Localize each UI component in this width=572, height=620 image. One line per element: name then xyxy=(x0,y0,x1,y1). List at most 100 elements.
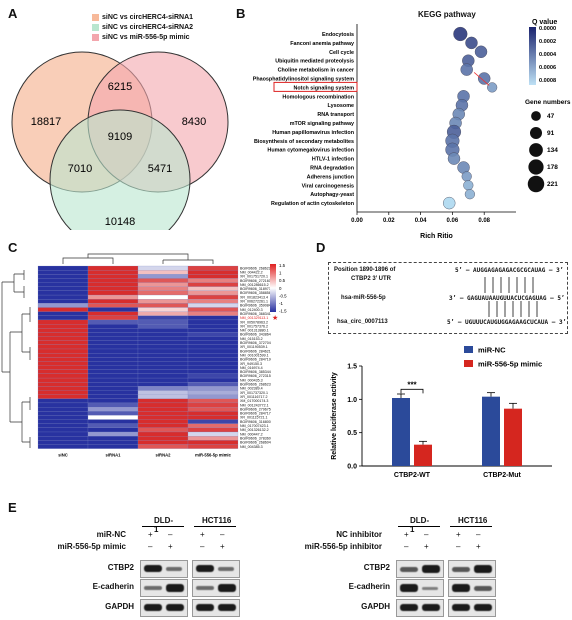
blot-strip xyxy=(396,579,444,597)
heatmap-cell xyxy=(87,419,139,424)
heatmap-cell xyxy=(87,394,139,399)
heatmap-cell xyxy=(187,386,239,391)
kegg-pathway-label: Viral carcinogenesis xyxy=(302,183,354,189)
heatmap-cell xyxy=(37,311,89,316)
heatmap-cell xyxy=(37,357,89,362)
kegg-gene-legend-label: 134 xyxy=(547,147,558,154)
wb-right-protein-2: E-cadherin xyxy=(348,582,390,591)
venn-count-b: 8430 xyxy=(182,116,206,128)
heatmap-cell xyxy=(87,407,139,412)
heatmap-scale-label: -1 xyxy=(279,301,283,306)
heatmap-cell xyxy=(87,411,139,416)
kegg-q-tick: 0.0004 xyxy=(539,52,557,58)
seq-pairing-lines xyxy=(484,277,538,317)
heatmap-cell xyxy=(187,398,239,404)
heatmap-cell xyxy=(187,294,239,300)
kegg-pathway-label: Autophagy-yeast xyxy=(310,192,354,198)
heatmap-cell xyxy=(187,373,239,379)
heatmap-cell xyxy=(87,319,139,325)
heatmap-cell xyxy=(37,382,89,387)
heatmap-cell xyxy=(87,332,139,337)
bar xyxy=(504,408,522,466)
heatmap-gene-label: BGIR9606_272315 xyxy=(240,374,271,378)
wb-right-row-2: miR-556-5p inhibitor xyxy=(304,542,382,551)
heatmap-col-label: siRNA2 xyxy=(156,453,172,458)
heatmap-cell xyxy=(137,294,189,300)
wb-right-row-1: NC inhibitor xyxy=(336,530,382,539)
heatmap-cell xyxy=(37,282,89,287)
heatmap-cell xyxy=(187,436,239,441)
kegg-pathway-label: RNA transport xyxy=(317,112,354,118)
venn-count-bc: 5471 xyxy=(148,163,172,175)
luciferase-chart: 0.0 0.5 1.0 1.5 Relative luciferase activity… xyxy=(331,346,552,479)
kegg-title: KEGG pathway xyxy=(418,10,476,19)
sign: + xyxy=(424,542,429,551)
heatmap-gene-label: BGIR9606_343864 xyxy=(240,333,271,337)
heatmap-gene-label: NM_001243772.1 xyxy=(240,403,269,407)
heatmap-cell xyxy=(187,353,239,358)
heatmap-cell xyxy=(87,323,139,329)
heatmap-cell xyxy=(87,398,139,404)
heatmap-cell xyxy=(137,444,189,449)
heatmap-cell xyxy=(187,361,239,366)
bar-category-label: CTBP2-WT xyxy=(394,472,431,479)
heatmap-gene-label: XR_006272261.1 xyxy=(240,300,268,304)
heatmap-cell xyxy=(37,411,89,416)
kegg-q-tick: 0.0008 xyxy=(539,78,556,84)
heatmap-gene-label: NM_004422.2 xyxy=(240,270,263,274)
heatmap-cell xyxy=(187,336,239,341)
heatmap-cell xyxy=(187,382,239,387)
seq-box: Position 1890-1896 of 5’ – AUGGAGAGAGACG… xyxy=(328,262,568,334)
venn-legend-item: siNC vs circHERC4-siRNA1 xyxy=(92,12,193,22)
bar xyxy=(392,398,410,466)
kegg-point xyxy=(463,180,474,191)
heatmap-cell xyxy=(37,290,89,296)
heatmap-cell xyxy=(87,274,139,279)
heatmap-cell xyxy=(187,431,239,437)
wb-left-protein-2: E-cadherin xyxy=(92,582,134,591)
heatmap-gene-label: XR_949150.3 xyxy=(240,362,262,366)
blot-strip xyxy=(448,599,496,617)
heatmap-cell xyxy=(87,328,139,333)
blot-strip xyxy=(192,579,240,597)
kegg-pathway-label: Notch signaling system xyxy=(293,85,354,91)
kegg-point xyxy=(447,152,461,165)
blot-strip xyxy=(448,579,496,597)
heatmap-scale-label: 1 xyxy=(279,271,282,276)
kegg-gene-legend-label: 91 xyxy=(547,130,555,137)
heatmap-cell xyxy=(187,290,239,296)
seq-label-3: hsa-miR-556-5p xyxy=(341,295,386,301)
bar-category-label: CTBP2-Mut xyxy=(483,472,521,479)
heatmap-colorbar xyxy=(270,264,276,312)
heatmap-gene-label: BGIR9606_284621 xyxy=(240,349,271,353)
venn-legend: siNC vs circHERC4-siRNA1 siNC vs circHER… xyxy=(92,12,193,42)
heatmap-gene-label: BGIR9606_378360 xyxy=(240,436,271,440)
heatmap-cell xyxy=(187,328,239,333)
heatmap-cell xyxy=(37,398,89,404)
heatmap-cell xyxy=(87,361,139,366)
heatmap-cell xyxy=(87,365,139,370)
legend-label: siNC vs circHERC4-siRNA2 xyxy=(102,23,194,31)
heatmap-cell xyxy=(137,311,189,316)
legend-label: siNC vs circHERC4-siRNA1 xyxy=(102,13,194,21)
heatmap-cell xyxy=(37,307,89,312)
heatmap-cell xyxy=(137,323,189,329)
heatmap-cell xyxy=(87,348,139,354)
heatmap-cell xyxy=(187,311,239,316)
heatmap-cell xyxy=(137,415,189,420)
heatmap-gene-label: BGIR9606_272160 xyxy=(240,279,271,283)
heatmap-cell xyxy=(37,427,89,433)
heatmap-gene-label: NM_012400.3 xyxy=(240,308,263,312)
heatmap-cell xyxy=(87,423,139,428)
heatmap-gene-label: XR_001757376.2 xyxy=(240,324,268,328)
heatmap-cell xyxy=(187,270,239,275)
heatmap-cell xyxy=(37,394,89,399)
heatmap-cell xyxy=(87,336,139,341)
heatmap-cell xyxy=(37,386,89,391)
heatmap-gene-label: BGIR9606_284717 xyxy=(240,412,271,416)
heatmap-cell xyxy=(37,402,89,408)
heatmap-cell xyxy=(87,265,139,271)
heatmap-gene-label: BGIR9606_368341 xyxy=(240,312,271,316)
legend-label: siNC vs miR-556-5p mimic xyxy=(102,33,190,41)
kegg-gene-legend-dot xyxy=(529,143,543,157)
